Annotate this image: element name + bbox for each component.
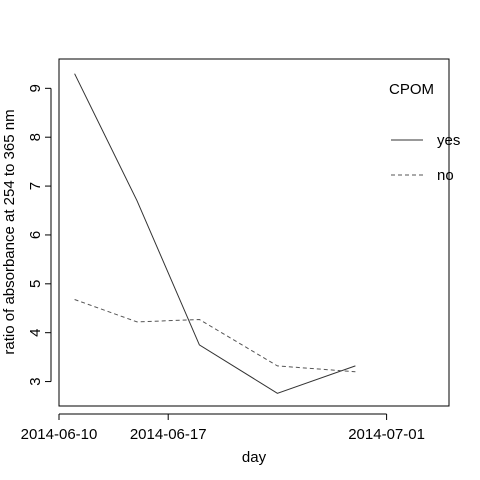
- series-layer: [74, 73, 356, 394]
- x-tick-label: 2014-06-10: [21, 426, 98, 443]
- y-tick-label: 4: [27, 329, 44, 337]
- legend-label-no: no: [437, 167, 454, 184]
- plot-frame: [58, 58, 450, 407]
- legend: CPOM yes no: [389, 81, 460, 184]
- y-tick-label: 3: [27, 377, 44, 385]
- y-tick-label: 7: [27, 182, 44, 190]
- y-tick-label: 8: [27, 133, 44, 141]
- legend-title: CPOM: [389, 81, 434, 98]
- y-axis-label: ratio of absorbance at 254 to 365 nm: [1, 109, 18, 354]
- x-axis-label: day: [242, 449, 267, 466]
- legend-label-yes: yes: [437, 132, 460, 149]
- x-axis: 2014-06-10 2014-06-17 2014-07-01: [21, 413, 425, 443]
- y-tick-label: 9: [27, 84, 44, 92]
- series-line-yes: [74, 73, 356, 394]
- x-tick-label: 2014-07-01: [348, 426, 425, 443]
- x-tick-label: 2014-06-17: [130, 426, 207, 443]
- series-line-no: [74, 299, 356, 373]
- y-tick-label: 6: [27, 231, 44, 239]
- y-axis: 3 4 5 6 7 8 9: [27, 84, 52, 386]
- y-tick-label: 5: [27, 280, 44, 288]
